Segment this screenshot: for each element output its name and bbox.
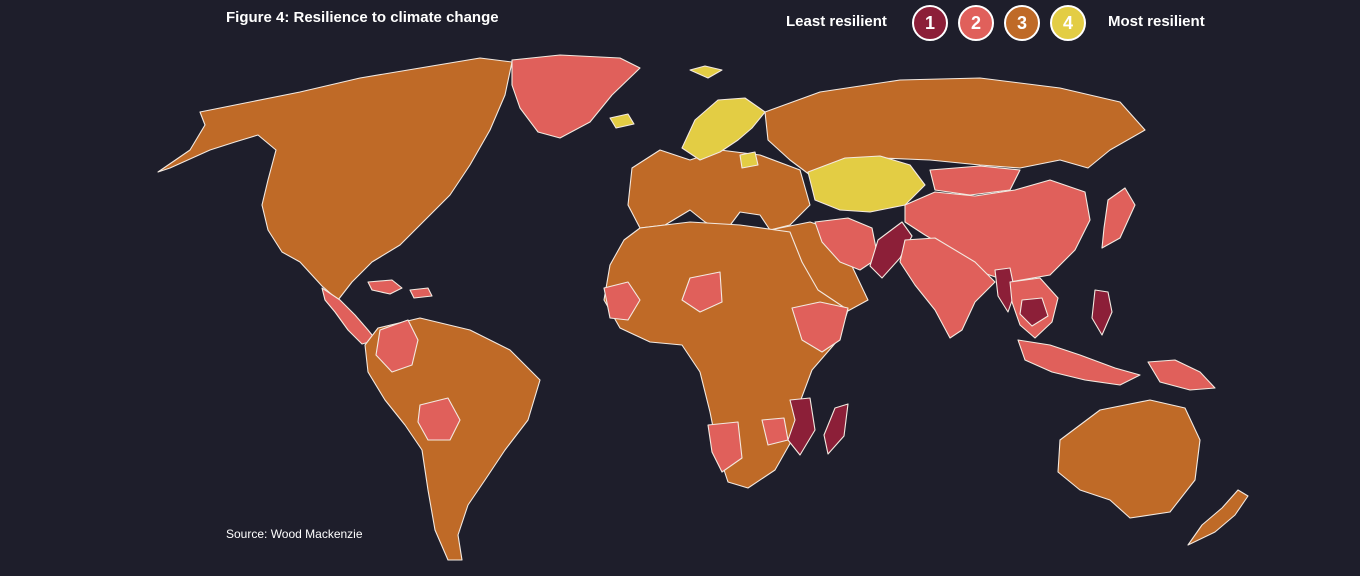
region-cambodia: [1019, 297, 1049, 327]
region-africa: [603, 221, 849, 489]
region-japan: [1101, 187, 1136, 249]
region-horn-of-africa: [791, 301, 849, 353]
region-west-africa: [603, 281, 641, 321]
legend-swatch-1: 1: [912, 5, 948, 41]
region-mozambique: [787, 397, 816, 456]
region-south-america: [364, 317, 541, 561]
legend-least-label: Least resilient: [786, 13, 887, 30]
region-madagascar: [823, 403, 849, 455]
region-colombia: [375, 319, 419, 373]
region-australia: [1057, 399, 1201, 519]
region-europe: [627, 149, 811, 233]
legend-swatch-2: 2: [958, 5, 994, 41]
region-caribbean: [367, 279, 433, 299]
source-note: Source: Wood Mackenzie: [226, 527, 363, 541]
region-bolivia: [417, 397, 461, 441]
region-indonesia: [1017, 339, 1141, 386]
region-pakistan: [869, 221, 913, 279]
region-papua: [1147, 359, 1216, 391]
region-scandinavia: [681, 97, 766, 161]
region-north-america: [157, 57, 513, 301]
chart-title: Figure 4: Resilience to climate change: [226, 9, 499, 26]
legend-swatch-4: 4: [1050, 5, 1086, 41]
region-kazakhstan: [807, 155, 926, 213]
region-greenland: [511, 54, 641, 139]
region-iceland: [609, 113, 635, 129]
region-baltic: [739, 151, 759, 169]
region-iran: [814, 217, 879, 271]
region-namibia: [707, 421, 743, 473]
legend-swatch-3: 3: [1004, 5, 1040, 41]
region-central-america: [321, 287, 377, 345]
region-india: [899, 237, 996, 339]
region-new-zealand: [1187, 489, 1249, 546]
region-russia: [764, 77, 1146, 176]
region-svalbard: [689, 65, 723, 79]
region-philippines: [1091, 289, 1113, 336]
legend-most-label: Most resilient: [1108, 13, 1205, 30]
region-niger: [681, 271, 723, 313]
region-mongolia: [929, 165, 1021, 196]
